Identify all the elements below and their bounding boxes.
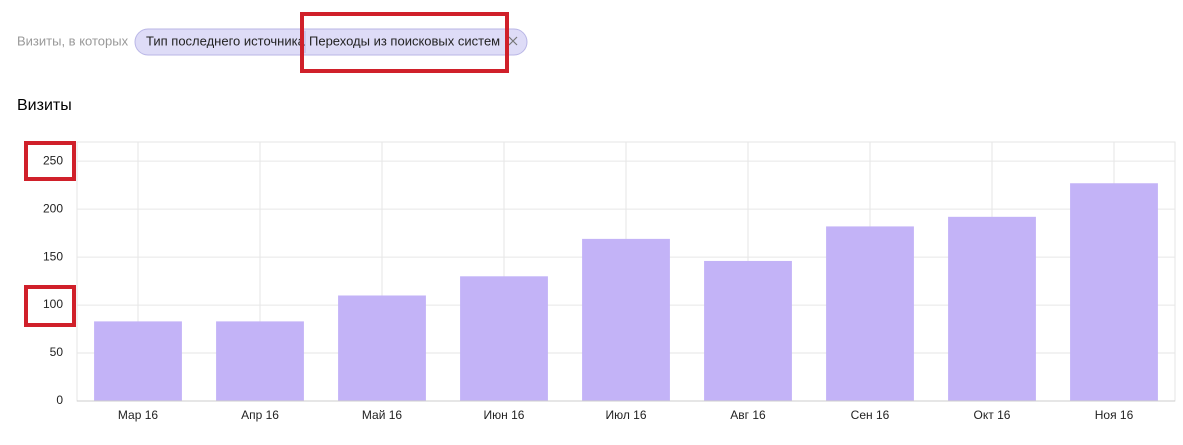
highlight-box xyxy=(24,141,76,181)
bar xyxy=(948,216,1036,401)
bar xyxy=(94,321,182,401)
highlight-box xyxy=(24,285,76,327)
filter-chip[interactable] xyxy=(134,28,528,56)
x-tick-label: Окт 16 xyxy=(974,408,1011,422)
x-tick-label: Май 16 xyxy=(362,408,403,422)
x-tick-label: Авг 16 xyxy=(730,408,766,422)
x-tick-label: Ноя 16 xyxy=(1095,408,1134,422)
chart-title: Визиты xyxy=(17,97,72,114)
chip-text: Тип последнего источника xyxy=(146,33,306,48)
plot: 0 50 100 150 200 250 Мар 16 Апр 16 Май 16 Июн 16 И… xyxy=(43,141,1176,422)
chip-text: Переходы из поисковых систем xyxy=(309,33,500,48)
y-tick-label: 100 xyxy=(43,297,63,311)
x-tick-label: Июн 16 xyxy=(484,408,525,422)
y-tick-label: 50 xyxy=(50,345,64,359)
x-tick-label: Апр 16 xyxy=(241,408,279,422)
bar xyxy=(216,321,304,401)
chip-close[interactable] xyxy=(508,36,518,46)
filter-label: Визиты, в которых xyxy=(17,33,129,48)
highlight-box xyxy=(300,12,509,73)
y-tick-label: 250 xyxy=(43,153,63,167)
bar xyxy=(1070,183,1158,401)
y-tick-label: 150 xyxy=(43,249,63,263)
x-tick-label: Июл 16 xyxy=(605,408,646,422)
bar xyxy=(582,238,670,401)
bar xyxy=(338,295,426,401)
bar xyxy=(826,226,914,401)
x-tick-label: Сен 16 xyxy=(851,408,890,422)
bar xyxy=(460,276,548,401)
x-tick-label: Мар 16 xyxy=(118,408,158,422)
y-tick-label: 200 xyxy=(43,201,63,215)
bar xyxy=(704,260,792,401)
y-tick-label: 0 xyxy=(56,393,63,407)
